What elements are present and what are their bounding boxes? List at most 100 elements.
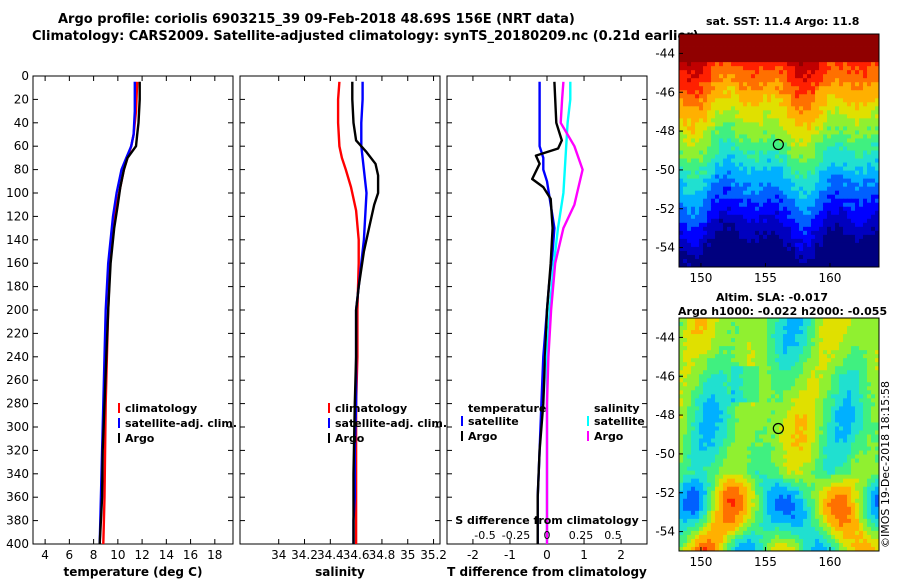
sla-map-cell — [699, 326, 704, 331]
sst-map-cell — [775, 174, 780, 180]
sst-map-cell — [703, 210, 708, 216]
sst-map-cell — [743, 202, 748, 208]
sst-map-cell — [767, 126, 772, 131]
sst-map-cell — [775, 78, 780, 83]
sst-map-cell — [751, 222, 756, 228]
sst-map-cell — [823, 106, 828, 111]
sla-map-cell — [851, 426, 856, 431]
sst-map-cell — [795, 110, 800, 115]
sst-map-cell — [847, 130, 852, 135]
sst-map-cell — [779, 114, 784, 119]
sst-map-cell — [827, 58, 832, 63]
sla-map-cell — [723, 346, 728, 351]
sst-map-cell — [811, 142, 816, 147]
sst-map-cell — [815, 74, 820, 79]
sla-map-cell — [811, 398, 816, 403]
sst-map-cell — [727, 38, 732, 43]
sla-map-cell — [679, 438, 684, 443]
sla-map-cell — [783, 378, 788, 383]
sla-map-cell — [811, 362, 816, 367]
sst-map-cell — [803, 182, 808, 188]
sla-map-cell — [791, 410, 796, 415]
sst-map-cell — [851, 230, 856, 236]
sla-map-cell — [783, 434, 788, 439]
sst-map-cell — [835, 258, 840, 264]
sst-map-cell — [871, 166, 876, 171]
sst-map-cell — [703, 118, 708, 123]
sst-map-cell — [851, 38, 856, 43]
sla-map-cell — [859, 386, 864, 391]
sst-map-cell — [839, 126, 844, 131]
sst-map-cell — [759, 54, 764, 59]
sst-map-cell — [755, 230, 760, 236]
sst-map-cell — [771, 98, 776, 103]
sst-map-cell — [723, 106, 728, 111]
sla-map-cell — [875, 362, 879, 367]
sla-map-cell — [839, 414, 844, 419]
sst-map-cell — [855, 70, 860, 75]
sla-map-cell — [751, 390, 756, 395]
sla-map-cell — [687, 438, 692, 443]
sst-map-cell — [771, 234, 776, 240]
sst-map-cell — [839, 182, 844, 188]
sla-map-cell — [807, 474, 812, 480]
sst-map-cell — [851, 142, 856, 147]
sst-map-cell — [723, 154, 728, 159]
sla-map-cell — [767, 322, 772, 327]
sst-map-cell — [867, 54, 872, 59]
sst-map-cell — [743, 90, 748, 95]
sla-map-cell — [811, 322, 816, 327]
sst-map-cell — [687, 58, 692, 63]
sst-map-cell — [779, 34, 784, 39]
sst-map-cell — [851, 114, 856, 119]
sla-map-cell — [739, 434, 744, 439]
sst-map-cell — [863, 154, 868, 159]
sst-map-cell — [855, 206, 860, 212]
sst-map-cell — [847, 82, 852, 87]
sla-map-cell — [691, 346, 696, 351]
sla-map-cell — [759, 318, 764, 323]
sla-map-cell — [847, 402, 852, 407]
sla-map-cell — [691, 362, 696, 367]
sla-map-cell — [795, 322, 800, 327]
sla-map-cell — [843, 346, 848, 351]
sst-map-cell — [871, 138, 876, 143]
sst-map-cell — [827, 86, 832, 91]
sst-map-cell — [791, 198, 796, 204]
sst-map-cell — [823, 46, 828, 51]
sst-map-cell — [863, 82, 868, 87]
sla-map-cell — [839, 374, 844, 379]
sst-map-cell — [827, 166, 832, 171]
sst-map-cell — [867, 146, 872, 151]
sla-map-cell — [823, 414, 828, 419]
sst-map-cell — [807, 54, 812, 59]
sst-map-cell — [795, 226, 800, 232]
sst-map-cell — [847, 218, 852, 224]
sla-map-cell — [703, 438, 708, 443]
sla-map-cell — [875, 418, 879, 423]
sst-map-cell — [679, 98, 684, 103]
sla-map-cell — [827, 454, 832, 460]
sla-map-cell — [831, 422, 836, 427]
sst-map-cell — [747, 186, 752, 192]
sst-map-cell — [743, 114, 748, 119]
sla-map-cell — [719, 338, 724, 343]
sst-map-cell — [751, 118, 756, 123]
sst-map-cell — [699, 254, 704, 260]
sla-map-cell — [855, 374, 860, 379]
sst-map-cell — [755, 246, 760, 252]
sst-map-cell — [691, 146, 696, 151]
sst-map-cell — [843, 154, 848, 159]
sla-map-cell — [827, 334, 832, 339]
sla-map-cell — [723, 326, 728, 331]
sla-map-cell — [747, 354, 752, 359]
sla-map-cell — [835, 470, 840, 476]
sst-map-cell — [727, 166, 732, 171]
sla-map-cell — [699, 438, 704, 443]
sla-map-cell — [791, 346, 796, 351]
sst-map-cell — [679, 182, 684, 188]
sst-map-cell — [795, 186, 800, 192]
sst-map-cell — [855, 50, 860, 55]
sst-map-cell — [851, 74, 856, 79]
sst-map-cell — [803, 90, 808, 95]
